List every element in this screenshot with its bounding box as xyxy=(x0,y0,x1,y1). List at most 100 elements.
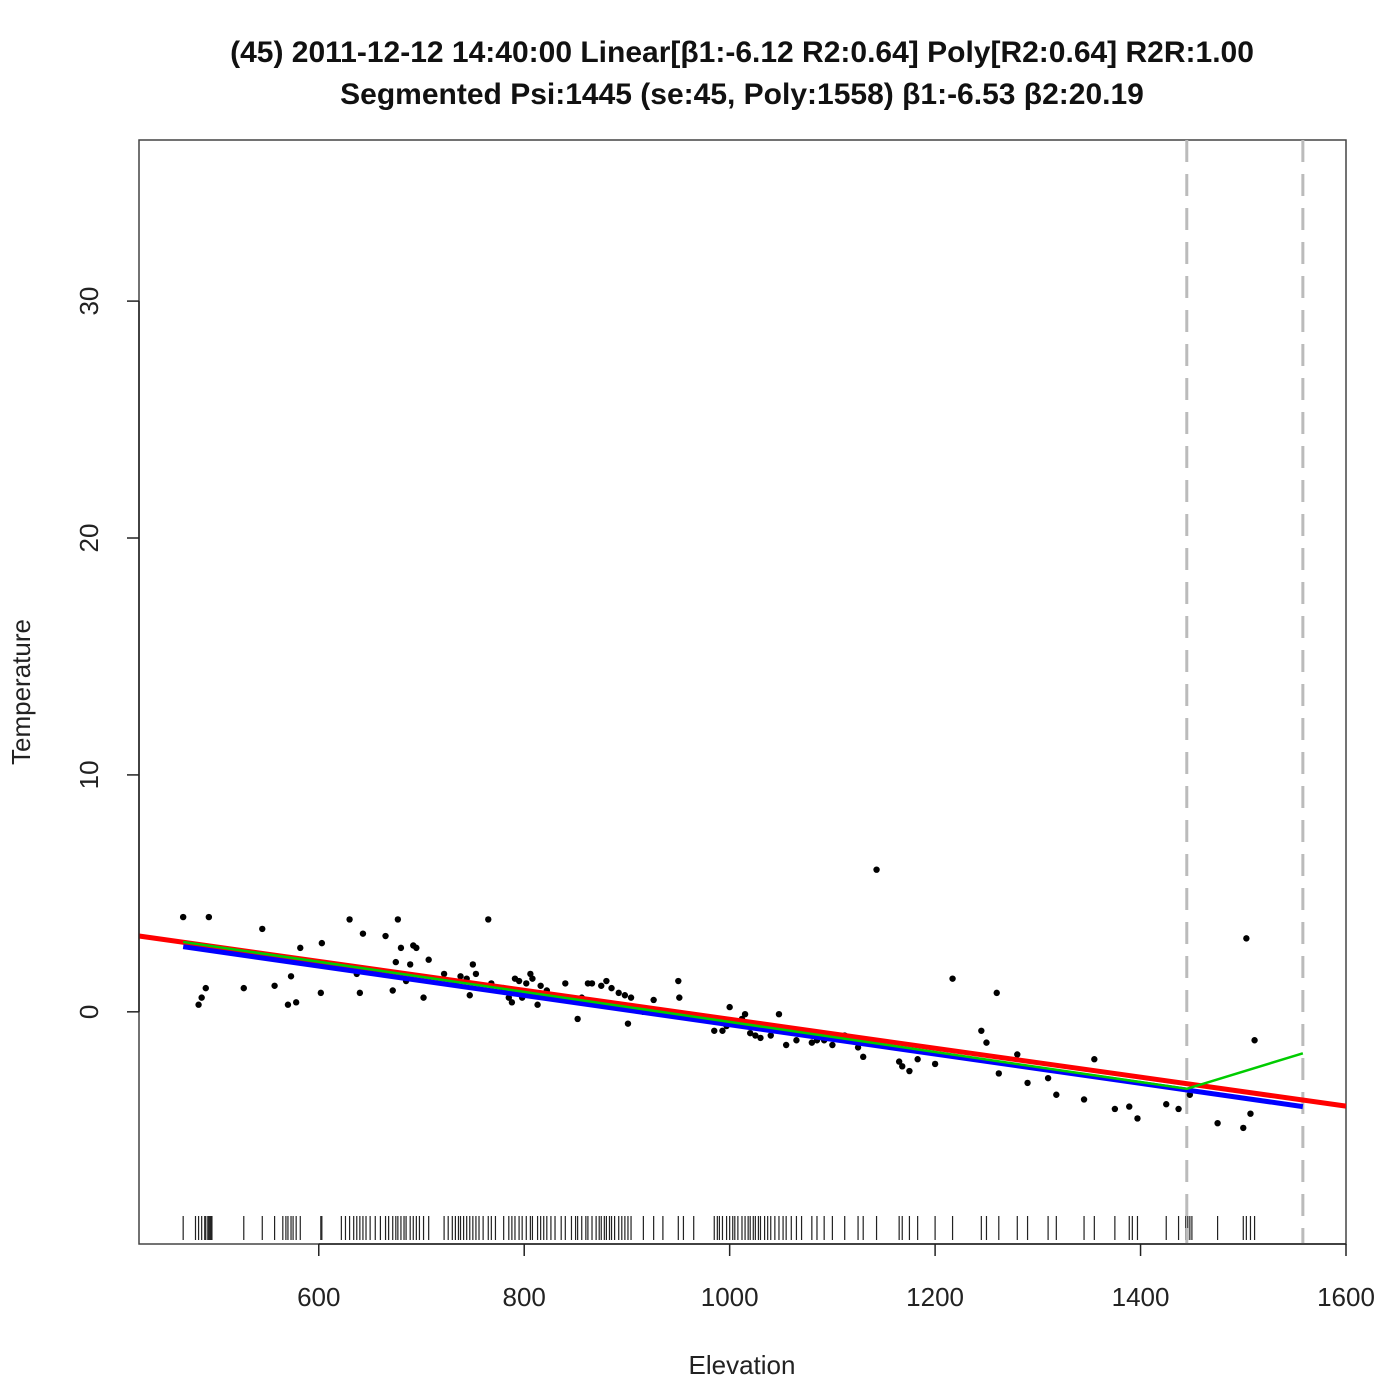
data-point-98 xyxy=(931,1060,939,1068)
data-point-52 xyxy=(562,980,569,987)
data-point-118 xyxy=(1243,935,1250,942)
data-point-65 xyxy=(627,994,635,1001)
y-tick-label-3: 30 xyxy=(74,287,104,316)
data-point-93 xyxy=(873,866,880,873)
data-point-11 xyxy=(297,944,304,952)
data-point-22 xyxy=(394,916,402,923)
data-point-60 xyxy=(603,977,610,985)
y-tick-label-0: 0 xyxy=(74,1005,104,1019)
data-point-16 xyxy=(356,989,364,997)
data-point-59 xyxy=(598,982,605,989)
fit-line-2 xyxy=(182,940,1304,1091)
data-point-28 xyxy=(420,994,427,1001)
data-point-86 xyxy=(808,1039,816,1046)
data-point-79 xyxy=(752,1032,759,1039)
data-point-57 xyxy=(588,980,596,987)
data-point-9 xyxy=(287,973,295,980)
data-point-40 xyxy=(505,994,513,1001)
data-point-84 xyxy=(793,1037,800,1044)
y-axis-label: Temperature xyxy=(6,619,36,765)
data-point-99 xyxy=(949,975,956,982)
data-point-19 xyxy=(382,932,389,940)
y-axis: 0 10 20 30 xyxy=(74,287,140,1019)
data-point-20 xyxy=(389,987,396,994)
data-point-102 xyxy=(993,989,1000,997)
x-tick-label-4: 1400 xyxy=(1112,1282,1170,1312)
data-point-119 xyxy=(1247,1110,1254,1117)
data-point-63 xyxy=(621,992,629,999)
x-tick-label-2: 1000 xyxy=(701,1282,759,1312)
data-point-37 xyxy=(485,916,492,923)
data-point-17 xyxy=(359,930,367,937)
data-point-70 xyxy=(711,1027,718,1034)
y-tick-label-1: 10 xyxy=(74,760,104,789)
data-point-62 xyxy=(615,989,622,997)
data-point-21 xyxy=(392,958,400,966)
data-point-8 xyxy=(284,1001,292,1008)
x-tick-label-5: 1600 xyxy=(1317,1282,1375,1312)
data-point-34 xyxy=(466,992,473,999)
data-point-113 xyxy=(1163,1101,1170,1108)
data-point-105 xyxy=(1024,1079,1031,1087)
data-point-0 xyxy=(179,913,187,921)
data-point-36 xyxy=(472,970,480,978)
data-point-111 xyxy=(1126,1103,1133,1110)
x-axis-label: Elevation xyxy=(689,1350,796,1380)
data-point-95 xyxy=(899,1063,906,1070)
data-point-109 xyxy=(1091,1056,1098,1063)
data-point-92 xyxy=(860,1053,867,1061)
data-point-67 xyxy=(650,996,657,1004)
data-point-108 xyxy=(1080,1096,1088,1103)
data-points xyxy=(179,866,1258,1132)
data-point-3 xyxy=(202,984,209,992)
data-point-25 xyxy=(406,961,414,968)
data-point-35 xyxy=(469,961,477,968)
data-point-1 xyxy=(195,1001,202,1008)
data-point-29 xyxy=(425,956,432,963)
data-point-13 xyxy=(318,939,326,947)
data-point-48 xyxy=(534,1001,541,1008)
rug-marks xyxy=(182,1216,1256,1240)
data-point-61 xyxy=(608,984,615,992)
data-point-54 xyxy=(574,1015,581,1023)
data-point-83 xyxy=(782,1041,790,1049)
data-point-107 xyxy=(1053,1091,1060,1098)
data-point-45 xyxy=(523,980,530,987)
data-point-97 xyxy=(914,1056,921,1063)
data-point-49 xyxy=(537,982,544,989)
data-point-2 xyxy=(198,994,205,1001)
data-point-30 xyxy=(440,970,448,978)
data-point-41 xyxy=(508,999,516,1006)
data-point-81 xyxy=(767,1032,774,1039)
data-point-112 xyxy=(1134,1115,1141,1122)
data-point-64 xyxy=(624,1020,632,1027)
data-point-69 xyxy=(676,994,683,1001)
fit-lines xyxy=(138,933,1347,1110)
y-tick-label-2: 20 xyxy=(74,524,104,553)
data-point-110 xyxy=(1111,1105,1119,1113)
data-point-106 xyxy=(1044,1074,1052,1082)
data-point-100 xyxy=(978,1027,985,1034)
x-tick-label-0: 600 xyxy=(297,1282,340,1312)
x-axis: 600 800 1000 1200 1400 1600 xyxy=(297,1243,1375,1312)
data-point-74 xyxy=(726,1003,733,1011)
data-point-101 xyxy=(983,1039,990,1046)
data-point-12 xyxy=(317,989,325,997)
data-point-5 xyxy=(240,984,247,992)
data-point-7 xyxy=(271,982,278,989)
fit-line-1 xyxy=(182,944,1304,1110)
data-point-68 xyxy=(675,977,682,985)
data-point-82 xyxy=(775,1010,783,1018)
data-point-78 xyxy=(747,1029,754,1037)
data-point-43 xyxy=(515,977,523,985)
data-point-4 xyxy=(205,913,213,921)
data-point-89 xyxy=(829,1041,836,1049)
data-point-104 xyxy=(1014,1051,1021,1058)
data-point-117 xyxy=(1240,1124,1247,1132)
data-point-10 xyxy=(292,999,300,1006)
x-tick-label-3: 1200 xyxy=(906,1282,964,1312)
data-point-47 xyxy=(529,975,536,982)
chart-subtitle: Segmented Psi:1445 (se:45, Poly:1558) β1… xyxy=(340,78,1144,111)
data-point-80 xyxy=(757,1034,764,1042)
data-point-27 xyxy=(413,944,420,952)
